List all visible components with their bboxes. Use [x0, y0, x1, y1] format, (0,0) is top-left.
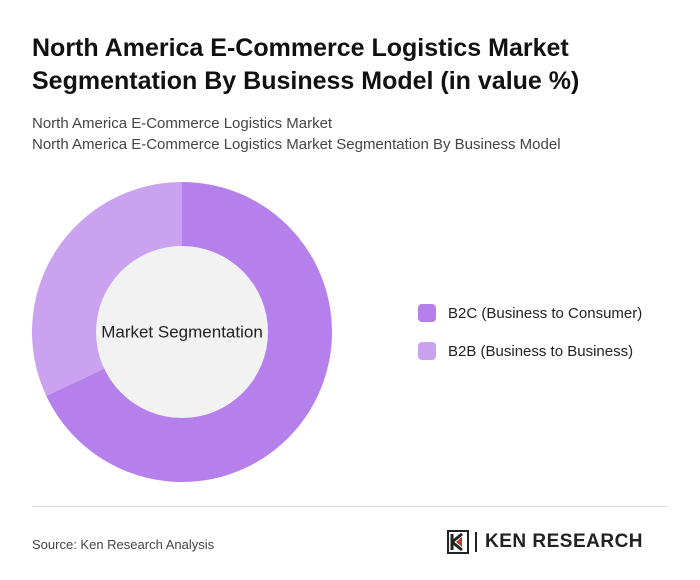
legend-label: B2B (Business to Business) [448, 342, 634, 360]
chart-legend: B2C (Business to Consumer) B2B (Business … [418, 302, 642, 378]
subtitle-line-2: North America E-Commerce Logistics Marke… [32, 136, 561, 153]
legend-item-b2b: B2B (Business to Business) [418, 340, 642, 362]
chart-title: North America E-Commerce Logistics Marke… [32, 34, 580, 95]
logo-text: KEN RESEARCH [485, 531, 644, 552]
chart-subtitle: North America E-Commerce Logistics Marke… [32, 113, 672, 155]
donut-center-label: Market Segmentation [101, 323, 263, 342]
ken-research-logo: KEN RESEARCH [447, 530, 643, 554]
legend-label: B2C (Business to Consumer) [448, 304, 643, 322]
legend-swatch [418, 304, 436, 322]
subtitle-line-1: North America E-Commerce Logistics Marke… [32, 115, 333, 132]
source-note: Source: Ken Research Analysis [32, 537, 215, 552]
legend-item-b2c: B2C (Business to Consumer) [418, 302, 642, 324]
legend-swatch [418, 342, 436, 360]
donut-center [96, 246, 268, 418]
footer-divider [32, 506, 668, 507]
logo-separator [475, 532, 477, 552]
ken-logo-icon [447, 530, 469, 554]
